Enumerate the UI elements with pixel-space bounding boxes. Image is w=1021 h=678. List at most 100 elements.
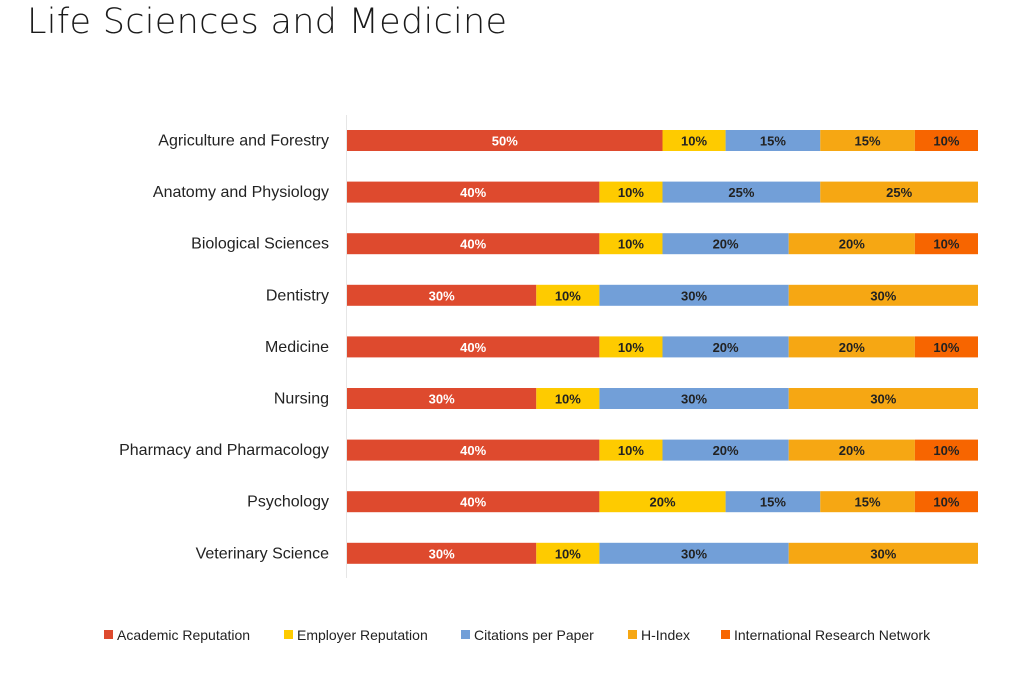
bar-segment-international-research-network[interactable] bbox=[914, 130, 978, 151]
bar-segment-employer-reputation[interactable] bbox=[536, 284, 600, 306]
bar-row-veterinary-science: 30% 10% 30% 30% bbox=[347, 542, 978, 564]
data-label-citations-per-paper: 20% bbox=[713, 237, 739, 252]
bar-segment-citations-per-paper[interactable] bbox=[662, 233, 789, 255]
chart-title: Life Sciences and Medicine bbox=[27, 2, 508, 42]
bar-row-medicine: 40% 10% 20% 20% 10% bbox=[347, 336, 978, 358]
bar-segment-employer-reputation[interactable] bbox=[662, 130, 726, 151]
bar-segment-international-research-network[interactable] bbox=[914, 439, 978, 461]
bar-segment-academic-reputation[interactable] bbox=[347, 439, 600, 461]
bar-segment-academic-reputation[interactable] bbox=[347, 284, 537, 306]
bar-segment-employer-reputation[interactable] bbox=[536, 388, 600, 409]
legend-label: Citations per Paper bbox=[474, 627, 594, 643]
bar-segment-academic-reputation[interactable] bbox=[347, 181, 600, 203]
legend-swatch bbox=[284, 630, 293, 639]
data-label-h-index: 30% bbox=[870, 288, 896, 303]
data-label-academic-reputation: 40% bbox=[460, 237, 486, 252]
bar-segment-citations-per-paper[interactable] bbox=[599, 542, 789, 564]
data-label-h-index: 20% bbox=[839, 443, 865, 458]
bar-segment-academic-reputation[interactable] bbox=[347, 336, 600, 358]
bar-segment-employer-reputation[interactable] bbox=[599, 336, 663, 358]
data-label-international-research-network: 10% bbox=[933, 495, 959, 510]
bar-segment-employer-reputation[interactable] bbox=[599, 439, 663, 461]
bar-segment-h-index[interactable] bbox=[820, 181, 978, 203]
data-label-citations-per-paper: 30% bbox=[681, 546, 707, 561]
bar-segment-employer-reputation[interactable] bbox=[599, 491, 726, 513]
data-label-citations-per-paper: 30% bbox=[681, 288, 707, 303]
bar-segment-h-index[interactable] bbox=[820, 130, 915, 151]
category-label-agriculture-and-forestry: Agriculture and Forestry bbox=[158, 133, 329, 150]
data-label-employer-reputation: 10% bbox=[618, 443, 644, 458]
legend-item-employer-reputation[interactable]: Employer Reputation bbox=[284, 627, 428, 643]
category-label-anatomy-and-physiology: Anatomy and Physiology bbox=[153, 184, 329, 201]
data-label-academic-reputation: 40% bbox=[460, 443, 486, 458]
bar-segment-h-index[interactable] bbox=[788, 542, 978, 564]
data-label-citations-per-paper: 30% bbox=[681, 392, 707, 407]
legend-item-citations-per-paper[interactable]: Citations per Paper bbox=[461, 627, 594, 643]
data-label-employer-reputation: 20% bbox=[649, 495, 675, 510]
bar-segment-citations-per-paper[interactable] bbox=[725, 491, 821, 513]
bar-segment-international-research-network[interactable] bbox=[914, 336, 978, 358]
data-label-employer-reputation: 10% bbox=[618, 185, 644, 200]
bar-segment-h-index[interactable] bbox=[788, 336, 915, 358]
bar-segment-citations-per-paper[interactable] bbox=[599, 388, 789, 409]
bar-segment-employer-reputation[interactable] bbox=[599, 181, 663, 203]
bar-segment-citations-per-paper[interactable] bbox=[662, 181, 821, 203]
bar-segment-h-index[interactable] bbox=[788, 233, 915, 255]
legend-item-h-index[interactable]: H-Index bbox=[628, 627, 690, 643]
bar-segment-academic-reputation[interactable] bbox=[347, 491, 600, 513]
bar-segment-citations-per-paper[interactable] bbox=[662, 336, 789, 358]
bar-segment-academic-reputation[interactable] bbox=[347, 388, 537, 409]
data-label-citations-per-paper: 20% bbox=[713, 443, 739, 458]
data-label-academic-reputation: 40% bbox=[460, 495, 486, 510]
bar-segment-citations-per-paper[interactable] bbox=[725, 130, 821, 151]
category-label-biological-sciences: Biological Sciences bbox=[191, 236, 329, 253]
legend-label: H-Index bbox=[641, 627, 690, 643]
data-label-academic-reputation: 40% bbox=[460, 340, 486, 355]
data-label-academic-reputation: 30% bbox=[429, 392, 455, 407]
data-label-employer-reputation: 10% bbox=[555, 288, 581, 303]
data-label-international-research-network: 10% bbox=[933, 443, 959, 458]
category-label-medicine: Medicine bbox=[265, 339, 329, 356]
legend-swatch bbox=[628, 630, 637, 639]
data-label-academic-reputation: 30% bbox=[429, 546, 455, 561]
legend-label: International Research Network bbox=[734, 627, 931, 643]
data-label-international-research-network: 10% bbox=[933, 134, 959, 149]
data-label-h-index: 20% bbox=[839, 237, 865, 252]
bar-row-agriculture-and-forestry: 50% 10% 15% 15% 10% bbox=[347, 130, 978, 151]
legend-item-international-research-network[interactable]: International Research Network bbox=[721, 627, 931, 643]
bar-segment-academic-reputation[interactable] bbox=[347, 542, 537, 564]
data-label-academic-reputation: 40% bbox=[460, 185, 486, 200]
data-label-citations-per-paper: 20% bbox=[713, 340, 739, 355]
bar-segment-employer-reputation[interactable] bbox=[599, 233, 663, 255]
bar-segment-citations-per-paper[interactable] bbox=[662, 439, 789, 461]
category-labels: Agriculture and Forestry Anatomy and Phys… bbox=[119, 133, 329, 563]
data-label-h-index: 30% bbox=[870, 392, 896, 407]
data-label-h-index: 15% bbox=[855, 495, 881, 510]
data-label-h-index: 20% bbox=[839, 340, 865, 355]
bar-segment-academic-reputation[interactable] bbox=[347, 130, 663, 151]
bar-row-pharmacy-and-pharmacology: 40% 10% 20% 20% 10% bbox=[347, 439, 978, 461]
data-label-academic-reputation: 30% bbox=[429, 288, 455, 303]
bar-segment-employer-reputation[interactable] bbox=[536, 542, 600, 564]
data-label-h-index: 15% bbox=[855, 134, 881, 149]
bar-row-dentistry: 30% 10% 30% 30% bbox=[347, 284, 978, 306]
bar-segment-h-index[interactable] bbox=[788, 388, 978, 409]
bar-row-anatomy-and-physiology: 40% 10% 25% 25% bbox=[347, 181, 978, 203]
bar-segment-h-index[interactable] bbox=[788, 439, 915, 461]
bar-segment-h-index[interactable] bbox=[820, 491, 915, 513]
legend-swatch bbox=[721, 630, 730, 639]
data-label-international-research-network: 10% bbox=[933, 237, 959, 252]
legend-item-academic-reputation[interactable]: Academic Reputation bbox=[104, 627, 250, 643]
bar-segment-h-index[interactable] bbox=[788, 284, 978, 306]
bar-segment-citations-per-paper[interactable] bbox=[599, 284, 789, 306]
bar-segment-international-research-network[interactable] bbox=[914, 233, 978, 255]
data-label-employer-reputation: 10% bbox=[618, 237, 644, 252]
bar-segment-academic-reputation[interactable] bbox=[347, 233, 600, 255]
bar-row-biological-sciences: 40% 10% 20% 20% 10% bbox=[347, 233, 978, 255]
category-label-veterinary-science: Veterinary Science bbox=[196, 545, 330, 562]
data-label-employer-reputation: 10% bbox=[555, 392, 581, 407]
data-label-h-index: 25% bbox=[886, 185, 912, 200]
bar-segment-international-research-network[interactable] bbox=[914, 491, 978, 513]
data-label-employer-reputation: 10% bbox=[681, 134, 707, 149]
